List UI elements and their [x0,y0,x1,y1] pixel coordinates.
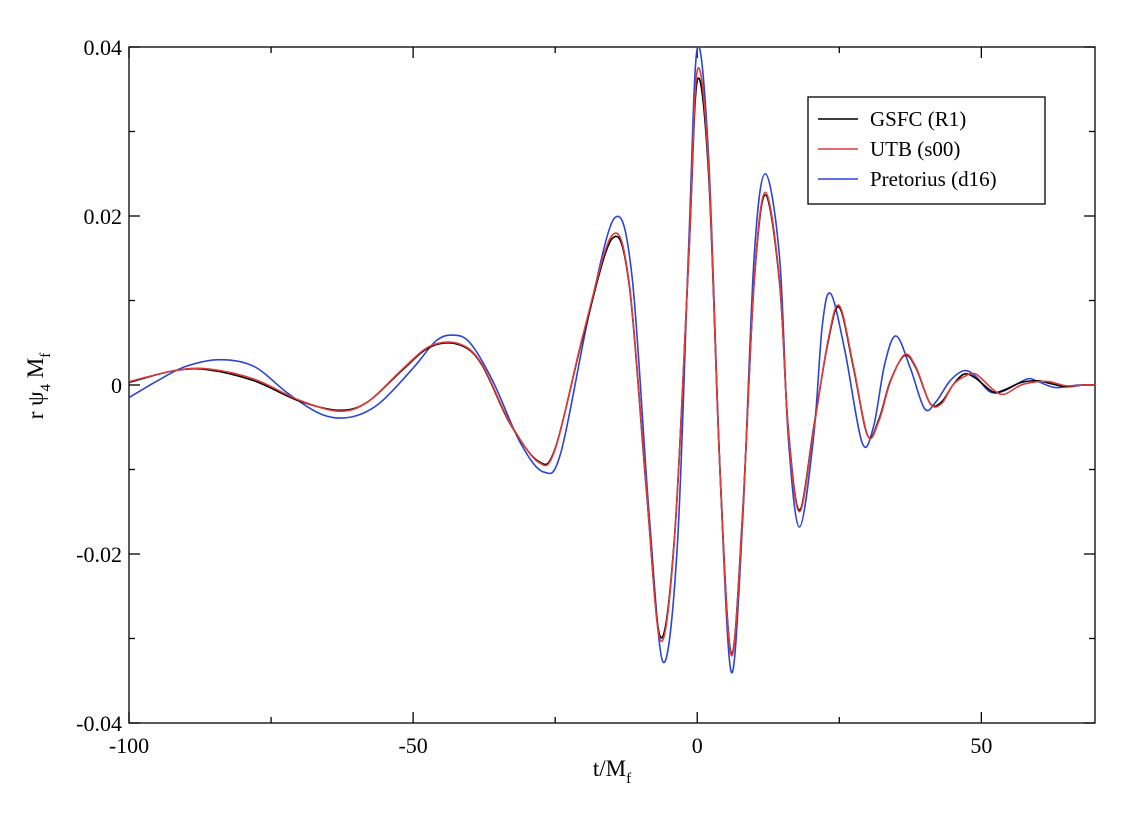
x-tick-label: 50 [970,733,992,758]
series-line-utb-s00 [129,67,1095,657]
series-lines [129,47,1095,674]
legend: GSFC (R1) UTB (s00) Pretorius (d16) [807,96,1046,205]
legend-label-gsfc-r1: GSFC (R1) [870,107,966,131]
x-axis-title: t/Mf [593,756,631,787]
y-tick-label: 0 [111,373,122,398]
y-tick-label: -0.02 [76,542,122,567]
axis-tick-labels: -100 -50 0 50 -0.04 -0.02 0 0.02 0.04 [76,35,992,758]
x-tick-label: 0 [692,733,703,758]
y-tick-label: 0.02 [84,204,123,229]
legend-label-pretorius-d16: Pretorius (d16) [870,167,997,191]
legend-label-utb-s00: UTB (s00) [870,137,960,161]
y-axis-title: r ψ4 Mf [23,353,54,420]
x-tick-label: -50 [398,733,427,758]
x-tick-label: -100 [109,733,149,758]
y-tick-label: 0.04 [84,35,123,60]
y-tick-label: -0.04 [76,711,122,736]
legend-box [807,96,1046,205]
